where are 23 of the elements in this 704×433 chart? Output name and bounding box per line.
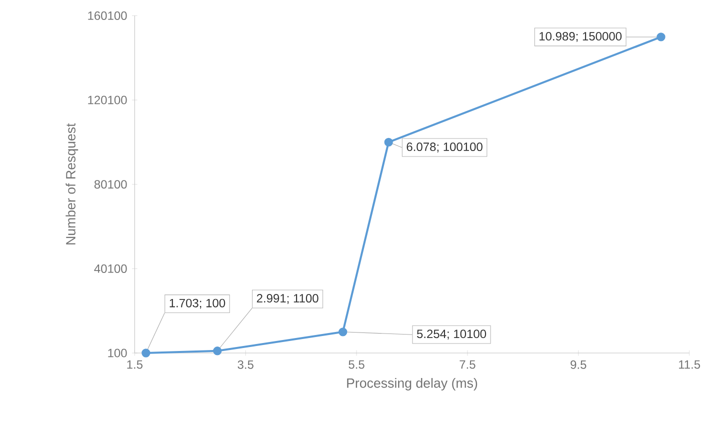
annotation: 1.703; 100 bbox=[170, 298, 226, 309]
x-axis-title: Processing delay (ms) bbox=[347, 378, 478, 390]
point bbox=[384, 138, 393, 146]
y-tick-label: 40100 bbox=[94, 264, 127, 273]
y-tick-label: 120100 bbox=[88, 96, 127, 104]
x-tick-label: 9.5 bbox=[570, 360, 586, 369]
y-tick-label: 160100 bbox=[88, 11, 127, 20]
y-axis-title: Number of Resquest bbox=[66, 123, 78, 244]
y-tick-label: 80100 bbox=[94, 180, 127, 189]
annotation: 5.254; 10100 bbox=[416, 330, 486, 340]
x-tick-label: 3.5 bbox=[238, 360, 254, 369]
point bbox=[338, 328, 348, 336]
x-tick-label: 1.5 bbox=[127, 360, 143, 369]
annotation: 6.078; 100100 bbox=[406, 142, 482, 152]
x-tick-label: 11.5 bbox=[679, 360, 700, 369]
x-tick-label: 5.5 bbox=[348, 360, 364, 369]
point bbox=[142, 348, 150, 358]
y-tick-label: 100 bbox=[108, 348, 127, 358]
x-tick-label: 7.5 bbox=[460, 360, 476, 369]
annotation: 10.989; 150000 bbox=[540, 32, 622, 42]
annotation: 2.991; 1100 bbox=[256, 294, 318, 304]
point bbox=[213, 346, 222, 356]
point bbox=[656, 32, 666, 42]
